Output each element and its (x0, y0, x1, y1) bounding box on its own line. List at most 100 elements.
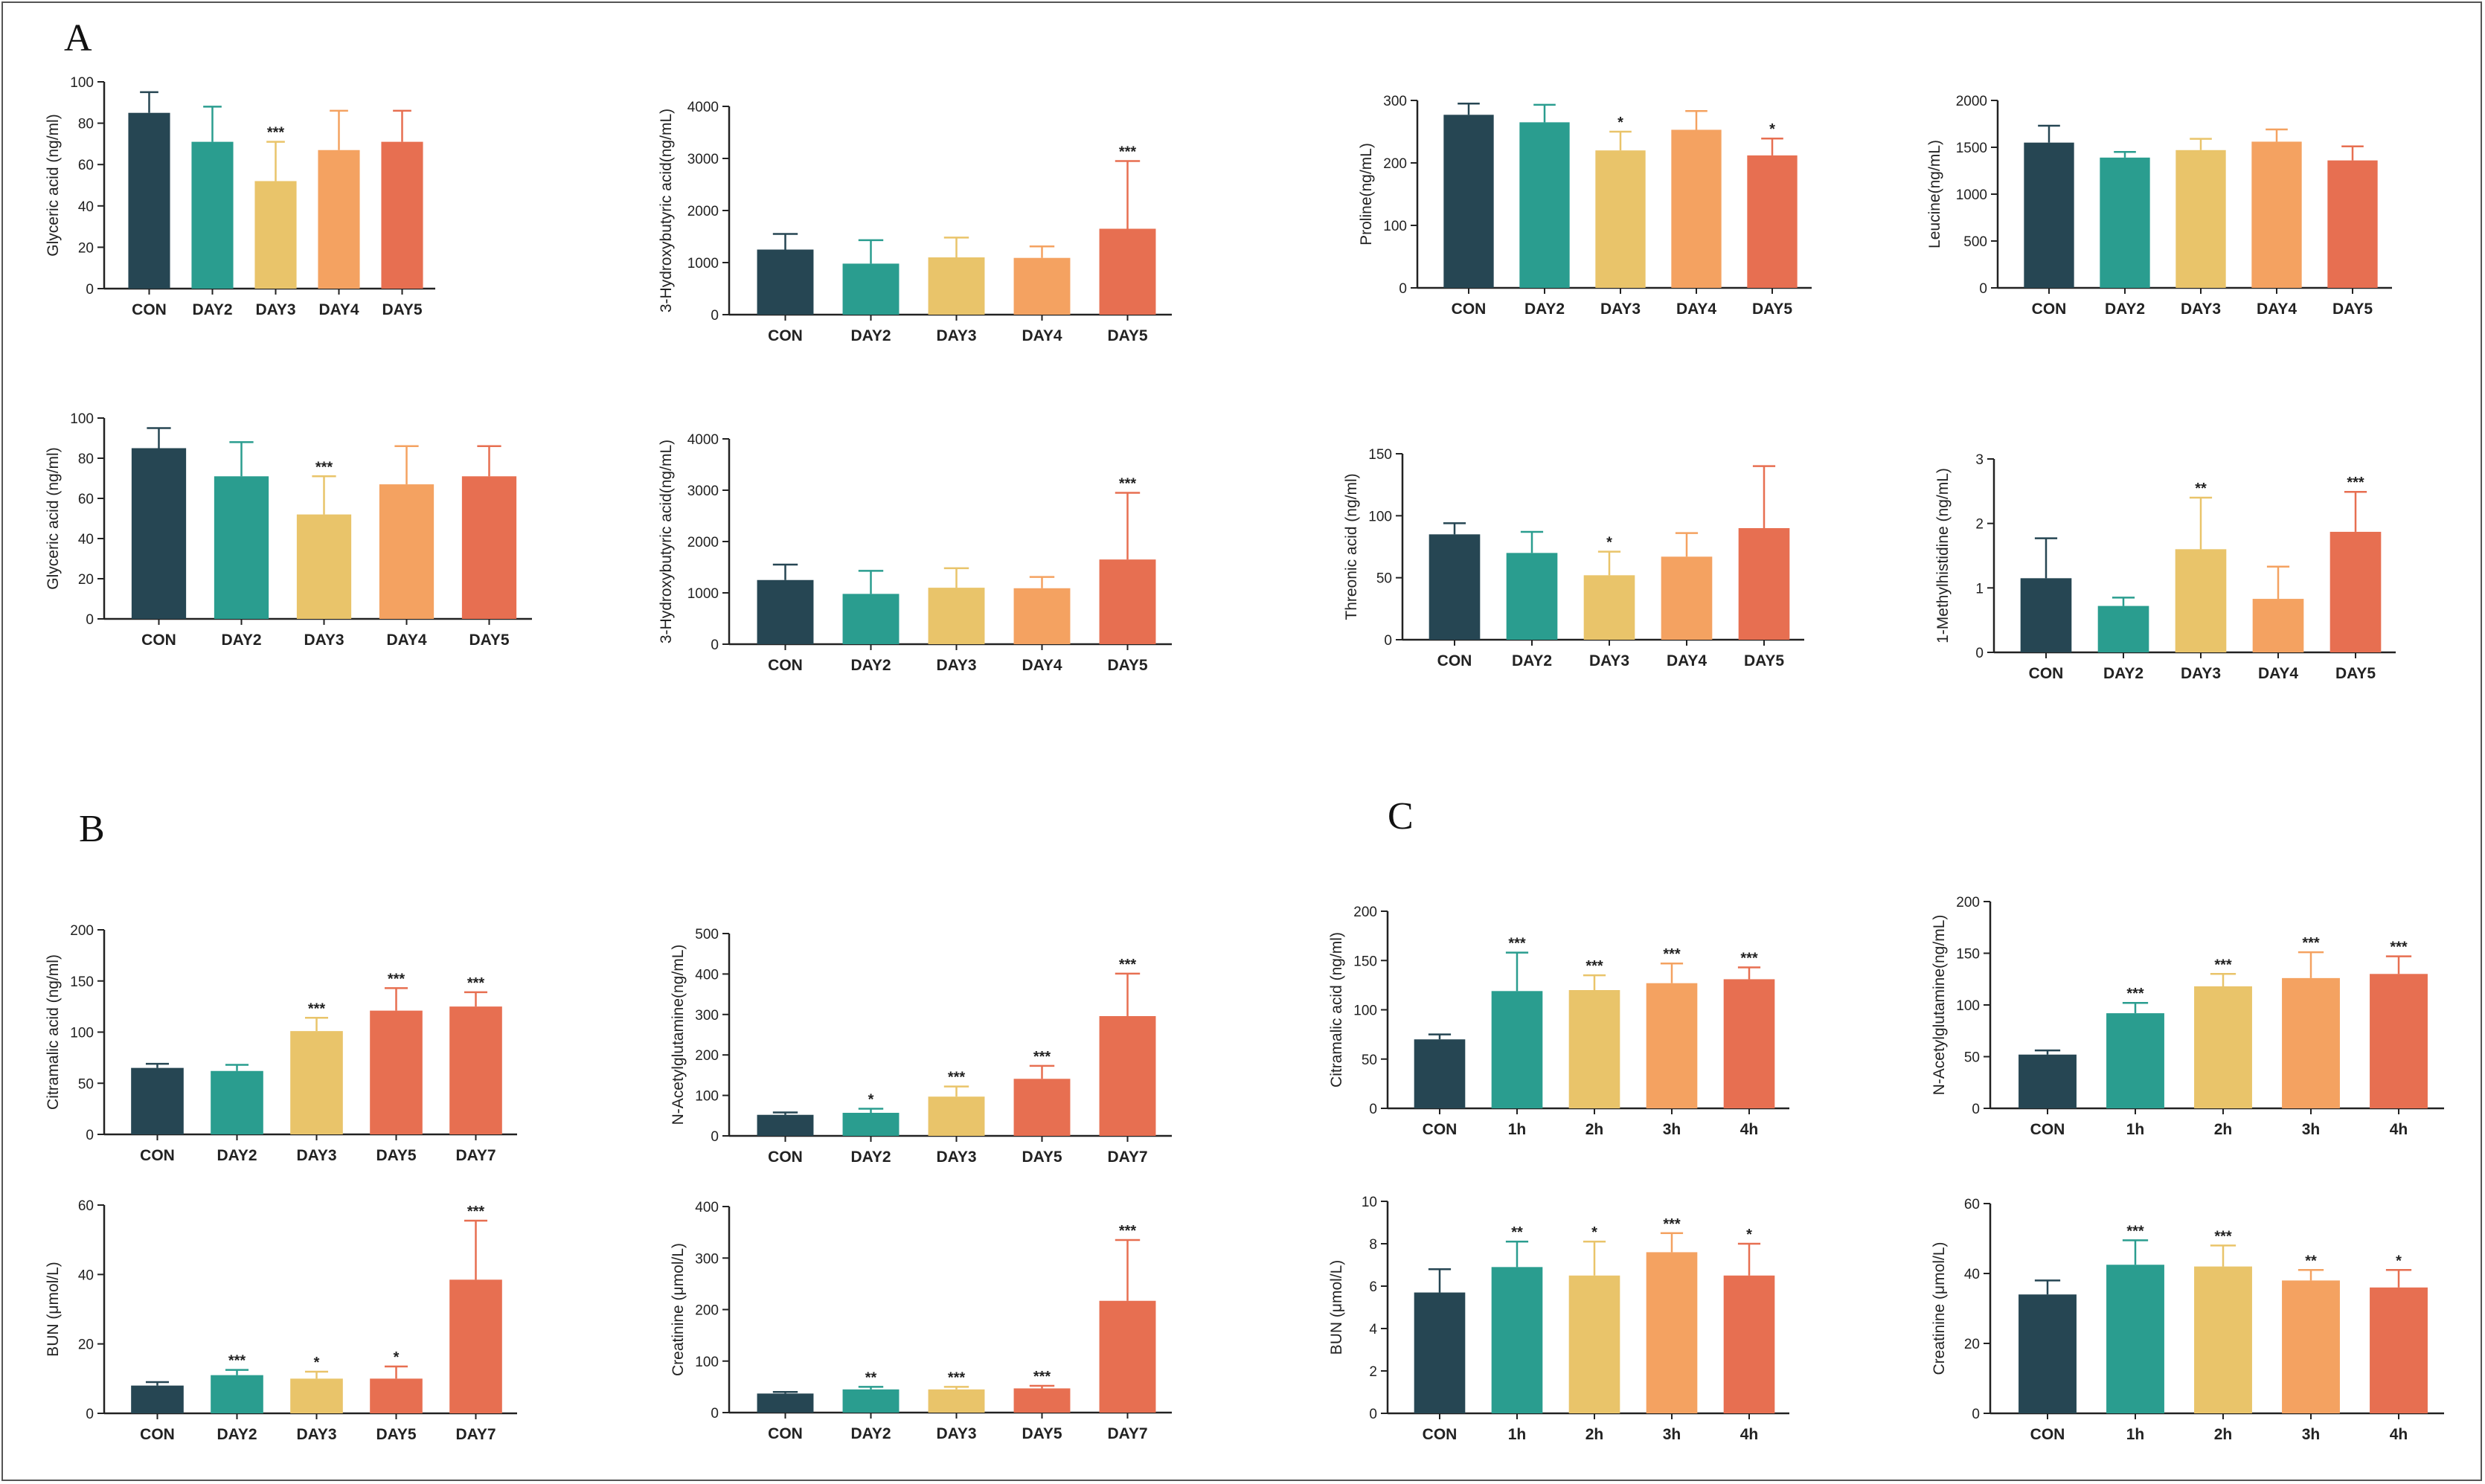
significance-marker: *** (2347, 475, 2364, 491)
x-tick-label: 4h (1740, 1121, 1759, 1138)
y-tick-label: 150 (70, 974, 94, 990)
y-tick-label: 0 (1972, 1102, 1980, 1117)
y-tick-label: 80 (78, 452, 94, 467)
y-tick-label: 0 (86, 1407, 94, 1422)
x-tick-label: DAY4 (1022, 327, 1062, 344)
y-tick-label: 0 (86, 282, 94, 298)
chart-11: 0 20 40 60 BUN (μmol/L) CON *** DAY2 * DAY3 * DAY5 *… (45, 1198, 517, 1443)
y-axis-label: Citramalic acid (ng/ml) (45, 954, 62, 1110)
y-axis-label: Leucine(ng/mL) (1926, 140, 1943, 248)
x-tick-label: CON (1423, 1121, 1458, 1138)
x-tick-label: DAY3 (2181, 301, 2221, 318)
y-tick-label: 200 (1353, 905, 1377, 920)
bar-DAY4 (1013, 588, 1071, 644)
chart-5: 0 20 40 60 80 100 Glyceric acid (ng/ml) CON DAY2… (45, 411, 532, 649)
bar-DAY3 (1583, 575, 1635, 640)
y-tick-label: 0 (1369, 1407, 1377, 1422)
y-tick-label: 20 (78, 240, 94, 256)
bar-DAY5 (1013, 1079, 1071, 1136)
y-tick-label: 0 (1384, 633, 1392, 649)
bar-CON (2019, 1054, 2077, 1108)
x-tick-label: CON (141, 632, 176, 649)
panel-label-c: C (1388, 795, 1414, 838)
bar-DAY5 (370, 1010, 423, 1134)
x-tick-label: DAY2 (850, 657, 891, 674)
x-tick-label: DAY2 (2105, 301, 2145, 318)
x-tick-label: DAY2 (1524, 301, 1565, 318)
y-tick-label: 50 (1964, 1050, 1980, 1066)
x-tick-label: DAY2 (850, 1149, 891, 1166)
significance-marker: *** (267, 125, 285, 141)
bar-DAY5 (381, 141, 423, 289)
x-tick-label: DAY5 (1752, 301, 1792, 318)
y-tick-label: 0 (86, 612, 94, 628)
significance-marker: * (868, 1092, 874, 1108)
x-tick-label: 3h (1663, 1121, 1681, 1138)
y-tick-label: 50 (1362, 1053, 1377, 1068)
x-tick-label: DAY3 (255, 301, 295, 318)
x-tick-label: DAY7 (1107, 1425, 1147, 1442)
y-tick-label: 3 (1975, 452, 1984, 468)
significance-marker: *** (1740, 951, 1758, 967)
y-tick-label: 50 (1376, 571, 1392, 587)
x-tick-label: CON (132, 301, 167, 318)
chart-15: 0 2 4 6 8 10 BUN (μmol/L) CON ** 1h * 2h *** 3h * 4h (1328, 1195, 1789, 1443)
x-tick-label: 3h (2302, 1121, 2321, 1138)
x-tick-label: DAY2 (217, 1147, 257, 1164)
bar-DAY3 (290, 1378, 343, 1413)
significance-marker: *** (2302, 935, 2320, 951)
chart-10: 0 100 200 300 400 500 N-Acetylglutamine(ng/mL)… (670, 927, 1172, 1166)
y-tick-label: 3000 (687, 484, 719, 499)
x-tick-label: DAY4 (2258, 665, 2298, 682)
bar-1h (1491, 991, 1543, 1108)
y-tick-label: 150 (1353, 954, 1377, 969)
bar-DAY2 (214, 476, 269, 619)
x-tick-label: DAY3 (936, 1149, 976, 1166)
bar-DAY5 (2327, 160, 2378, 288)
y-tick-label: 300 (695, 1251, 719, 1267)
significance-marker: *** (467, 1204, 485, 1220)
x-tick-label: DAY5 (1107, 327, 1147, 344)
bar-CON (2020, 578, 2072, 652)
bar-CON (131, 448, 187, 619)
bar-DAY2 (211, 1070, 263, 1134)
bar-DAY3 (928, 257, 985, 315)
x-tick-label: DAY7 (455, 1426, 496, 1443)
bar-DAY2 (842, 1389, 900, 1413)
bar-CON (757, 1114, 814, 1136)
x-tick-label: DAY5 (376, 1426, 416, 1443)
x-tick-label: 4h (2390, 1426, 2408, 1443)
x-tick-label: DAY4 (386, 632, 426, 649)
bar-DAY5 (2330, 531, 2382, 652)
bar-DAY5 (1013, 1388, 1071, 1413)
x-tick-label: 2h (2214, 1121, 2233, 1138)
chart-4: 0 500 1000 1500 2000 Leucine(ng/mL) CON DAY2 DAY… (1926, 94, 2392, 318)
x-tick-label: DAY3 (936, 327, 976, 344)
significance-marker: *** (1119, 957, 1137, 973)
x-tick-label: DAY5 (1744, 652, 1784, 669)
bar-DAY4 (318, 150, 360, 289)
y-tick-label: 20 (78, 1337, 94, 1353)
y-tick-label: 100 (1353, 1003, 1377, 1019)
bar-1h (2106, 1013, 2164, 1108)
bar-2h (1568, 990, 1620, 1108)
y-axis-label: 1-Methylhistidine (ng/mL) (1934, 468, 1952, 643)
bar-DAY2 (1519, 122, 1570, 288)
bar-DAY2 (842, 263, 900, 315)
x-tick-label: CON (2030, 1121, 2065, 1138)
y-tick-label: 150 (1368, 447, 1392, 463)
significance-marker: *** (388, 971, 405, 987)
bar-3h (2282, 977, 2340, 1108)
chart-12: 0 100 200 300 400 Creatinine (μmol/L) CON ** DAY… (670, 1200, 1172, 1442)
x-tick-label: CON (768, 657, 803, 674)
bar-CON (757, 249, 814, 315)
y-tick-label: 0 (1975, 646, 1984, 661)
bar-DAY2 (211, 1375, 263, 1413)
x-tick-label: 4h (2390, 1121, 2408, 1138)
significance-marker: *** (1508, 936, 1526, 952)
y-tick-label: 6 (1369, 1279, 1377, 1295)
significance-marker: ** (2305, 1253, 2317, 1269)
x-tick-label: DAY3 (304, 632, 344, 649)
bar-DAY7 (449, 1279, 502, 1413)
